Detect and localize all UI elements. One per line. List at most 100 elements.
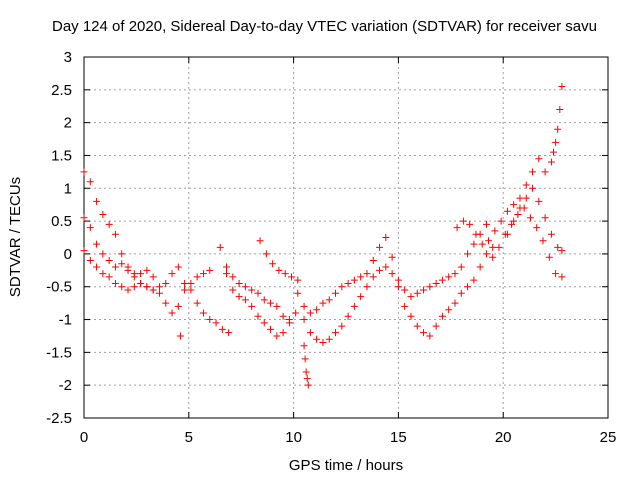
data-point [489,243,497,251]
data-point [260,296,268,304]
data-point [550,148,558,156]
data-point [388,270,396,278]
series-trace-l [547,83,566,166]
data-point [541,214,549,222]
data-point [357,273,365,281]
y-tick-label: -2 [59,377,72,394]
data-point [552,270,560,278]
data-point [254,289,262,297]
series-trace-a [80,168,214,317]
data-point [294,289,302,297]
data-point [86,256,94,264]
data-point [111,279,119,287]
data-point [130,283,138,291]
data-point [554,243,562,251]
axis-ticks [83,56,609,419]
series-trace-d [216,243,300,340]
data-point [143,266,151,274]
data-point [235,293,243,301]
data-point [99,250,107,258]
series-trace-h [300,220,490,317]
y-tick-label: 2.5 [51,82,72,99]
data-point [464,283,472,291]
data-point [149,273,157,281]
data-point [105,256,113,264]
data-point [503,207,511,215]
data-point [199,309,207,317]
data-point [344,312,352,320]
data-point [547,230,555,238]
data-point [218,325,226,333]
data-point [470,276,478,284]
data-point [306,329,314,337]
data-point [99,211,107,219]
data-point [206,266,214,274]
data-point [93,197,101,205]
data-point [99,270,107,278]
data-point [516,194,524,202]
data-point [338,322,346,330]
data-point [80,168,88,176]
data-point [489,253,497,261]
data-point [216,243,224,251]
data-point [388,253,396,261]
data-point [223,270,231,278]
data-point [445,306,453,314]
data-point [212,319,220,327]
data-point [281,270,289,278]
data-point [325,335,333,343]
data-point [497,217,505,225]
data-point [313,306,321,314]
data-point [168,309,176,317]
data-point [300,302,308,310]
series-trace-e [223,263,293,324]
data-point [394,283,402,291]
data-point [445,273,453,281]
series-trace-i [453,155,549,248]
data-point [319,299,327,307]
data-point [369,256,377,264]
data-points [80,83,566,389]
data-point [420,286,428,294]
data-point [241,283,249,291]
x-tick-label: 15 [390,429,407,446]
series-trace-m [300,342,312,389]
data-point [229,273,237,281]
data-point [206,316,214,324]
data-point [382,263,390,271]
data-point [279,329,287,337]
data-point [558,83,566,91]
data-point [130,270,138,278]
data-point [176,332,184,340]
data-point [199,270,207,278]
data-point [304,381,312,389]
series-trace-f [256,237,302,284]
data-point [306,309,314,317]
data-point [300,342,308,350]
data-point [143,283,151,291]
data-point [174,302,182,310]
data-point [451,299,459,307]
data-point [432,322,440,330]
data-point [466,220,474,228]
data-point [503,230,511,238]
data-point [319,339,327,347]
x-tick-label: 5 [185,429,193,446]
data-point [118,260,126,268]
y-tick-label: -2.5 [46,410,72,427]
data-point [529,184,537,192]
data-point [382,234,390,241]
data-point [118,283,126,291]
data-point [86,178,94,186]
data-point [369,273,377,281]
data-point [118,250,126,258]
data-point [229,286,237,294]
series-trace-n [176,332,184,340]
data-point [187,279,195,287]
data-point [223,263,231,271]
data-point [457,289,465,297]
data-point [241,296,249,304]
data-point [413,322,421,330]
data-point [302,368,310,376]
data-point [332,289,340,297]
